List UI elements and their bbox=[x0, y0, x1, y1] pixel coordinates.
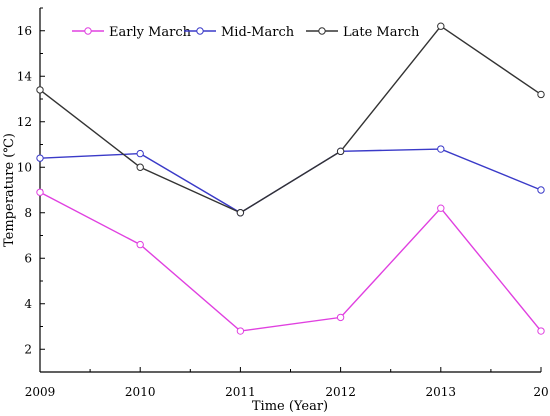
data-point bbox=[36, 86, 44, 94]
y-axis-title: Temperature (℃) bbox=[2, 133, 17, 247]
data-point bbox=[136, 163, 144, 171]
y-tick-label: 12 bbox=[17, 115, 32, 129]
series-line bbox=[39, 25, 542, 214]
data-point bbox=[36, 154, 44, 162]
series-mid-march bbox=[36, 145, 545, 217]
series-group bbox=[36, 22, 545, 335]
x-tick-label: 2011 bbox=[225, 385, 256, 399]
series-late-march bbox=[36, 22, 545, 217]
legend-marker bbox=[318, 27, 326, 35]
data-point bbox=[537, 90, 545, 99]
ticks: 2 4 6 8 10 12 14 16 2009 2010 2011 2012 2013 20 bbox=[17, 7, 549, 399]
series-early-march bbox=[36, 188, 545, 335]
y-tick-label: 10 bbox=[17, 160, 32, 174]
y-tick-label: 2 bbox=[24, 342, 32, 356]
legend-label: Late March bbox=[343, 25, 420, 40]
data-point bbox=[36, 188, 44, 196]
legend-item: Early March bbox=[72, 25, 192, 40]
data-point bbox=[236, 327, 245, 335]
y-tick-label: 4 bbox=[24, 297, 32, 311]
legend-marker bbox=[84, 27, 92, 35]
axes bbox=[39, 8, 541, 373]
x-axis-title: Time (Year) bbox=[252, 399, 328, 414]
y-tick-label: 8 bbox=[24, 206, 32, 220]
data-point bbox=[537, 186, 545, 194]
data-point bbox=[236, 209, 245, 217]
y-tick-label: 16 bbox=[17, 24, 32, 38]
legend-item: Late March bbox=[306, 25, 420, 40]
y-tick-label: 14 bbox=[17, 69, 33, 83]
data-point bbox=[437, 22, 445, 30]
x-tick-label: 2009 bbox=[25, 385, 56, 399]
legend-item: Mid-March bbox=[184, 25, 295, 40]
legend: Early March Mid-March Late March bbox=[72, 25, 420, 40]
data-point bbox=[336, 313, 345, 322]
x-tick-label: 20 bbox=[533, 385, 548, 399]
data-point bbox=[437, 145, 445, 153]
x-tick-label: 2012 bbox=[325, 385, 356, 399]
series-line bbox=[39, 191, 542, 332]
y-tick-label: 6 bbox=[24, 251, 32, 265]
x-tick-label: 2010 bbox=[125, 385, 156, 399]
legend-marker bbox=[196, 27, 204, 35]
data-point bbox=[136, 240, 144, 249]
series-line bbox=[39, 148, 542, 214]
data-point bbox=[537, 327, 545, 335]
legend-label: Mid-March bbox=[221, 25, 295, 40]
data-point bbox=[336, 147, 345, 156]
data-point bbox=[136, 149, 144, 158]
data-point bbox=[437, 204, 445, 212]
x-tick-label: 2013 bbox=[426, 385, 457, 399]
legend-label: Early March bbox=[109, 25, 192, 40]
